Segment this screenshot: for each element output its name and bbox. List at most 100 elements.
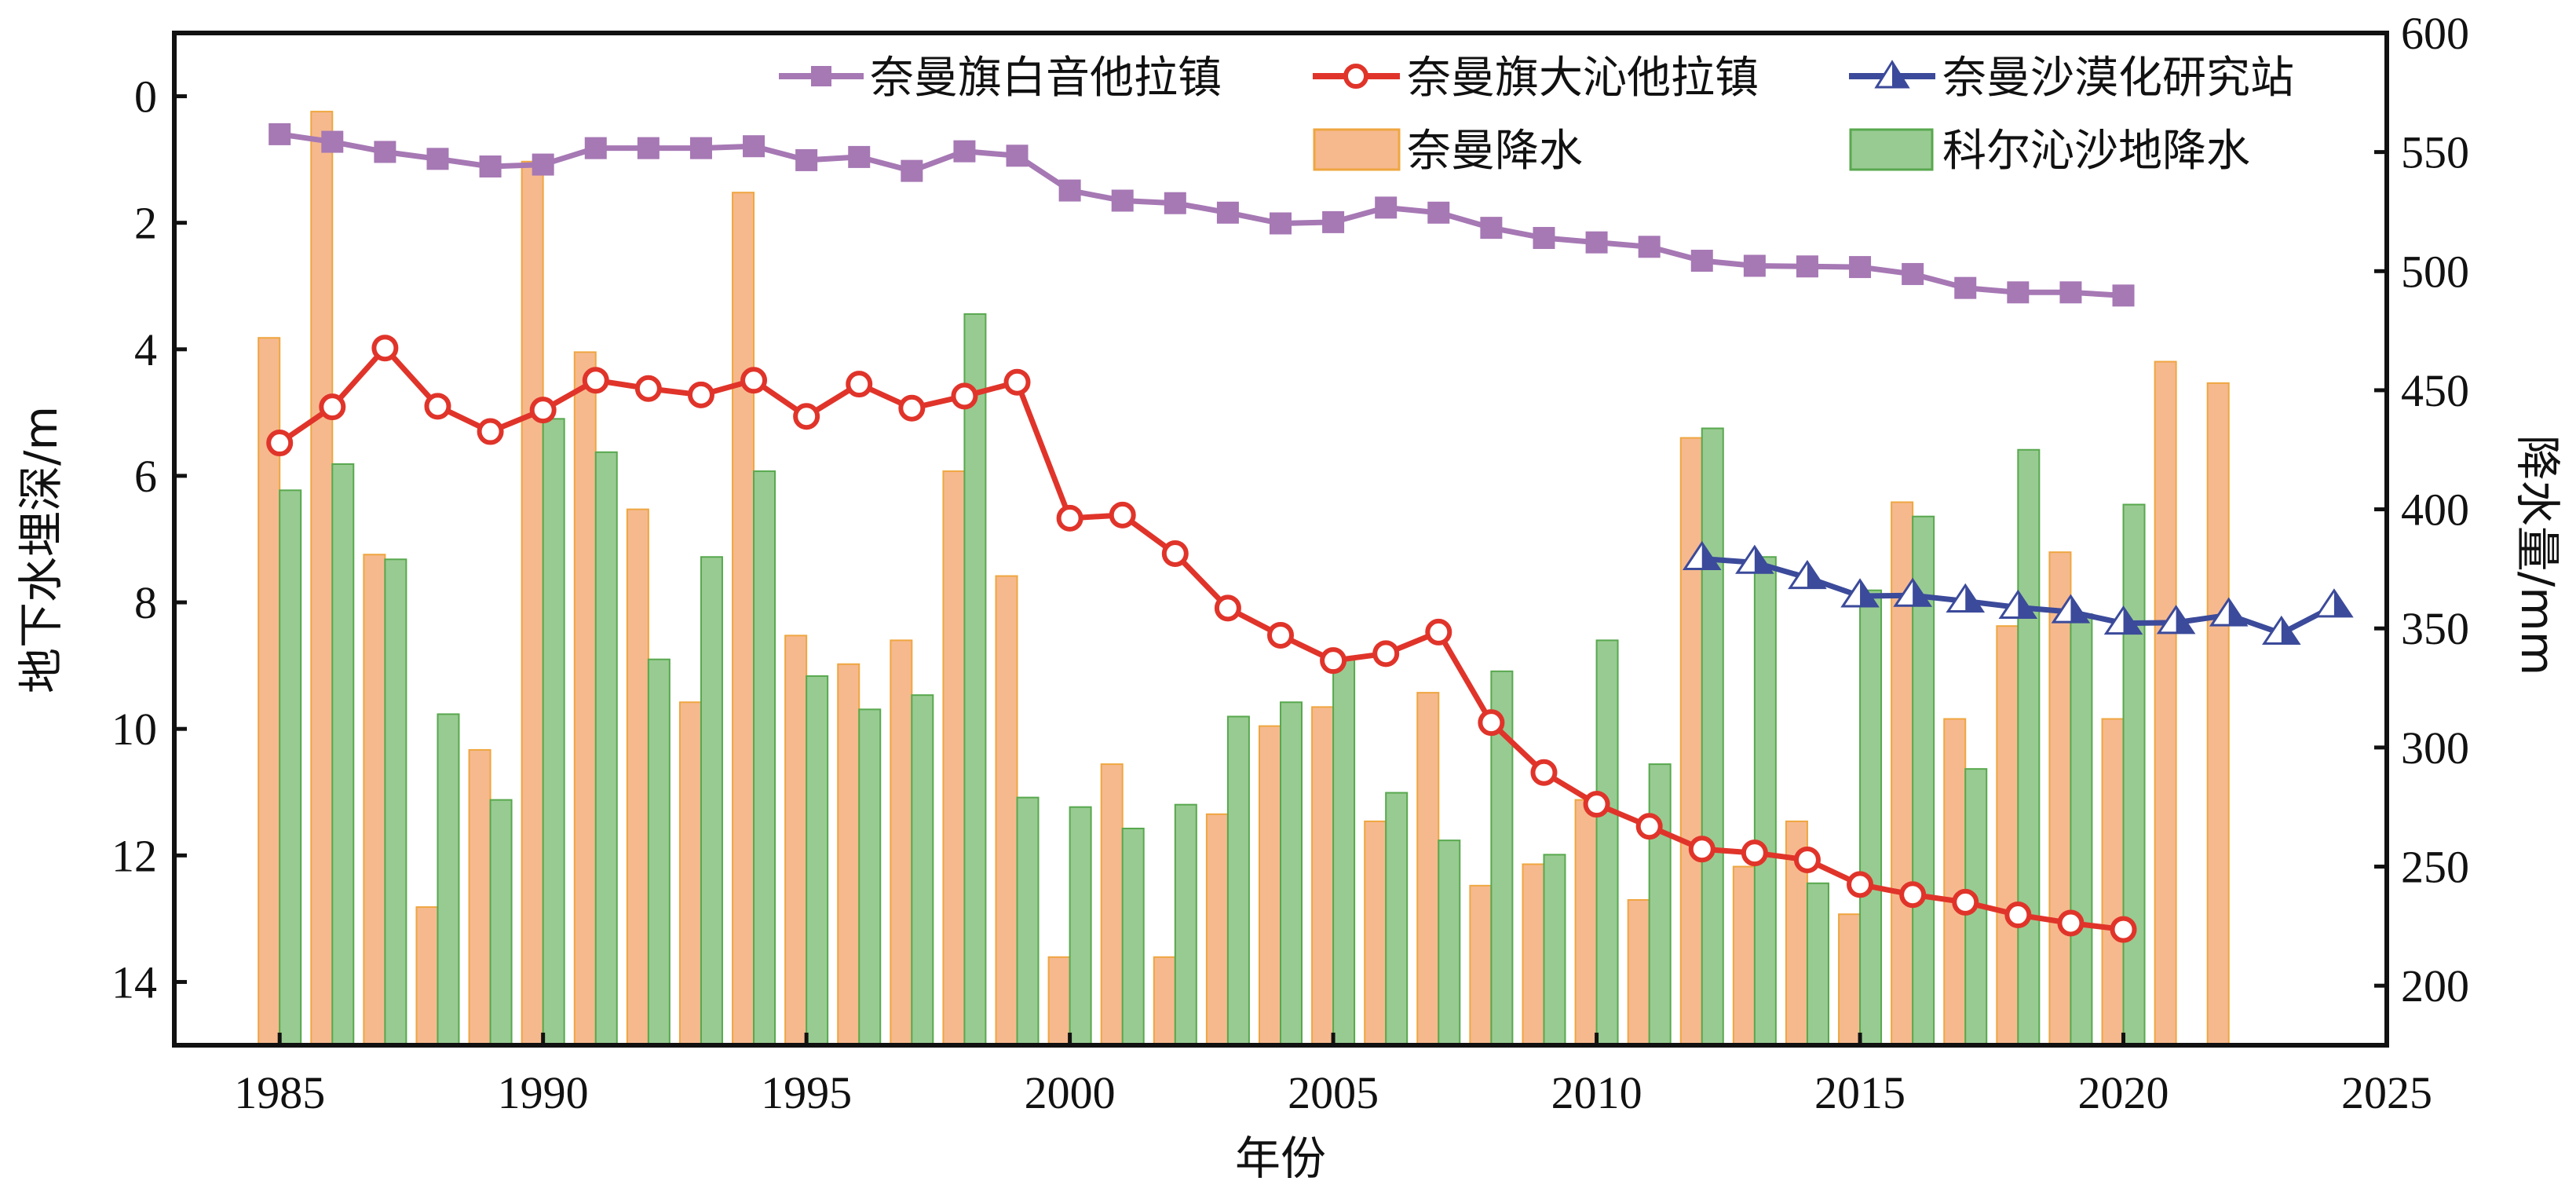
point-baiyin-1987 [374,141,396,163]
right-tick-label: 200 [2401,960,2469,1011]
point-station-2022 [2209,597,2249,627]
bar-horqin-precip-1999 [1016,796,1040,1046]
bar-horqin-precip-2007 [1438,839,1461,1047]
bar-horqin-precip-1986 [331,463,355,1046]
bar-horqin-precip-2012 [1701,427,1724,1046]
point-baiyin-1999 [1006,144,1029,167]
x-axis-title: 年份 [1235,1132,1326,1185]
bar-horqin-precip-1997 [911,694,934,1046]
bar-horqin-precip-1995 [806,675,829,1046]
left-axis-title: 地下水埋深/m [14,406,68,693]
point-baiyin-1994 [743,135,765,158]
bar-naiman-precip-1999 [995,575,1018,1046]
legend-label-baiyin: 奈曼旗白音他拉镇 [870,53,1222,104]
left-tick-label: 4 [134,324,157,375]
bar-naiman-precip-2010 [1574,799,1598,1046]
legend-label-naiman-precip: 奈曼降水 [1407,126,1583,177]
bar-naiman-precip-1991 [573,351,597,1046]
bar-naiman-precip-2012 [1679,437,1703,1046]
point-daqin-2018 [2004,902,2032,929]
point-daqin-1989 [477,418,504,445]
right-tick-label: 500 [2401,246,2469,297]
point-baiyin-1986 [321,130,344,153]
legend-label-horqin-precip: 科尔沁沙地降水 [1942,126,2250,177]
point-daqin-2005 [1320,647,1347,675]
bar-horqin-precip-1988 [437,713,460,1047]
point-daqin-2009 [1530,759,1558,786]
bar-naiman-precip-1986 [310,111,334,1047]
point-baiyin-1989 [479,155,502,177]
legend-label-station: 奈曼沙漠化研究站 [1942,53,2294,104]
point-baiyin-1985 [269,123,291,145]
point-baiyin-2004 [1270,212,1292,235]
legend-item-daqin: 奈曼旗大沁他拉镇 [1313,53,1759,104]
bar-naiman-precip-1993 [678,701,702,1046]
bar-naiman-precip-1987 [363,554,386,1046]
bar-naiman-precip-2022 [2206,382,2230,1046]
point-daqin-1987 [371,335,399,362]
bar-naiman-precip-1989 [468,748,491,1046]
bar-horqin-precip-2020 [2122,503,2146,1046]
point-daqin-1996 [846,371,873,398]
x-tick-label: 1995 [761,1067,852,1118]
point-daqin-2006 [1372,640,1400,667]
bar-naiman-precip-2001 [1100,763,1124,1046]
point-station-2023 [2262,615,2301,646]
bar-horqin-precip-1994 [753,470,776,1046]
bar-horqin-precip-2001 [1121,828,1145,1046]
bar-horqin-precip-2005 [1332,656,1356,1047]
bar-horqin-precip-2015 [1859,589,1883,1046]
bar-naiman-precip-2008 [1469,884,1493,1047]
point-baiyin-2005 [1322,210,1345,233]
bar-horqin-precip-1992 [647,658,670,1046]
bar-naiman-precip-2003 [1205,813,1229,1046]
right-tick-label: 350 [2401,603,2469,654]
point-daqin-2003 [1214,594,1241,622]
point-daqin-1999 [1003,368,1031,396]
point-daqin-2020 [2110,916,2137,943]
circle-marker-icon [1343,64,1368,89]
point-daqin-2013 [1741,839,1768,867]
bar-naiman-precip-2004 [1259,725,1281,1046]
bar-horqin-precip-1985 [279,489,302,1046]
point-daqin-2019 [2057,909,2085,937]
point-baiyin-1992 [637,137,660,159]
groundwater-lines [266,123,2354,943]
right-tick-label: 600 [2401,8,2469,59]
point-daqin-1993 [687,381,714,408]
point-daqin-2002 [1161,540,1189,568]
point-baiyin-2019 [2059,281,2082,304]
point-baiyin-2012 [1690,250,1713,272]
point-station-2018 [1998,589,2038,620]
point-station-2020 [2103,605,2143,635]
bar-naiman-precip-2018 [1996,625,2019,1046]
point-daqin-2010 [1583,791,1610,818]
x-tick-label: 2025 [2341,1067,2432,1118]
point-daqin-2015 [1847,871,1874,898]
bar-naiman-precip-2017 [1943,718,1967,1046]
bar-horqin-precip-1991 [594,451,618,1046]
point-daqin-1995 [793,403,820,430]
point-baiyin-2015 [1849,256,1872,279]
point-baiyin-1988 [426,148,449,170]
bar-horqin-precip-2002 [1174,803,1197,1047]
left-tick-label: 10 [111,704,157,755]
legend-item-horqin-precip: 科尔沁沙地降水 [1849,126,2250,177]
point-daqin-1992 [634,375,662,402]
point-baiyin-2014 [1796,255,1818,278]
bar-naiman-precip-2000 [1047,956,1071,1046]
bar-naiman-precip-2002 [1153,956,1176,1046]
bar-horqin-precip-2009 [1543,854,1566,1047]
x-tick-label: 1985 [234,1067,325,1118]
bar-naiman-precip-2009 [1522,863,1545,1046]
bar-naiman-precip-1996 [837,663,860,1047]
point-baiyin-2016 [1902,262,1924,285]
bar-naiman-precip-2019 [2048,551,2072,1046]
bar-horqin-precip-2013 [1753,556,1777,1046]
point-daqin-2016 [1899,881,1927,909]
point-daqin-1985 [266,430,294,457]
point-station-2015 [1840,578,1880,608]
right-axis-ticks: 200 250 300 350 400 450 500 550 600 [2374,8,2469,1011]
point-baiyin-2017 [1954,276,1977,299]
